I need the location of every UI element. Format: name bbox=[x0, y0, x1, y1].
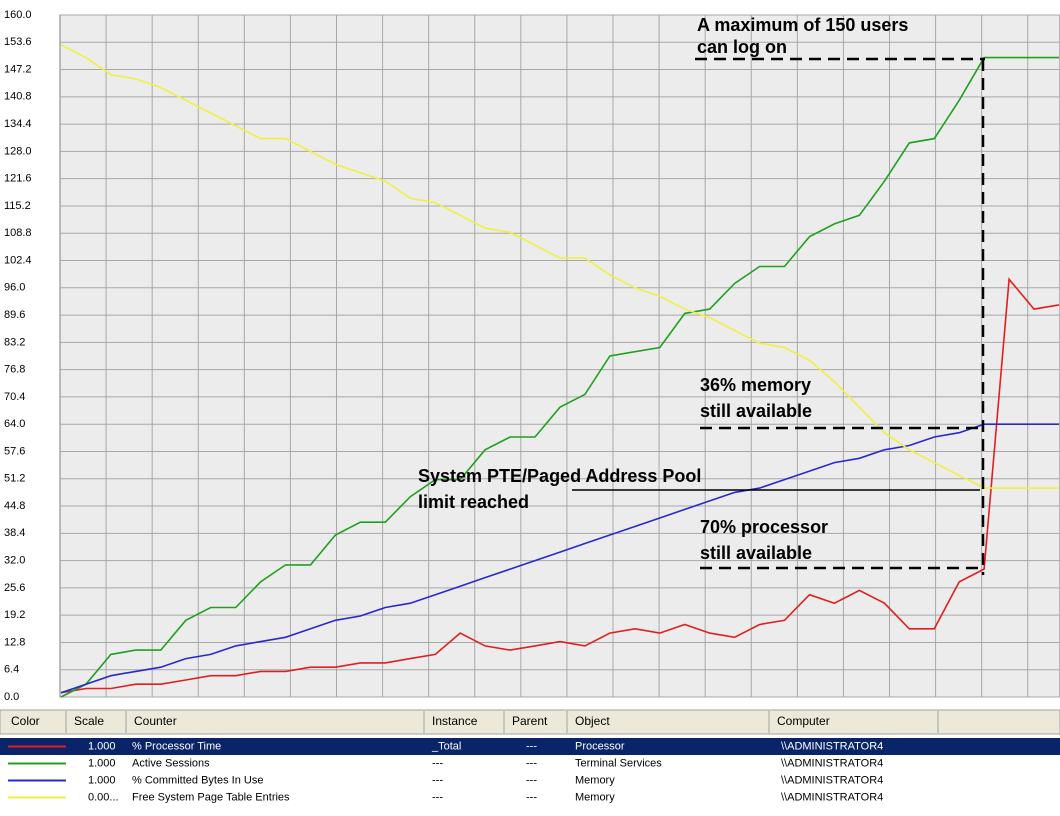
instance: --- bbox=[432, 774, 443, 786]
y-tick-label: 12.8 bbox=[4, 636, 25, 648]
y-tick-label: 51.2 bbox=[4, 473, 25, 485]
guides bbox=[572, 57, 985, 575]
y-tick-label: 108.8 bbox=[4, 227, 32, 239]
y-tick-label: 128.0 bbox=[4, 145, 32, 157]
column-header: Computer bbox=[777, 714, 830, 728]
scale: 1.000 bbox=[88, 740, 116, 752]
y-tick-label: 32.0 bbox=[4, 555, 25, 567]
series-line bbox=[60, 44, 1059, 489]
counter: Free System Page Table Entries bbox=[132, 791, 290, 803]
column-header: Parent bbox=[512, 714, 548, 728]
y-tick-label: 115.2 bbox=[4, 200, 31, 212]
y-tick-label: 19.2 bbox=[4, 609, 25, 621]
y-tick-label: 57.6 bbox=[4, 445, 25, 457]
counter-row[interactable]: 1.000 % Processor Time _Total --- Processor \… bbox=[0, 738, 1060, 755]
y-tick-label: 160.0 bbox=[4, 9, 32, 21]
y-tick-label: 25.6 bbox=[4, 582, 25, 594]
scale: 1.000 bbox=[88, 757, 116, 769]
object: Memory bbox=[575, 791, 615, 803]
object: Processor bbox=[575, 740, 625, 752]
y-tick-label: 89.6 bbox=[4, 309, 25, 321]
y-tick-label: 6.4 bbox=[4, 664, 19, 676]
counter-row[interactable]: 1.000 Active Sessions --- --- Terminal Servi… bbox=[8, 757, 883, 769]
plot-area bbox=[59, 14, 1060, 698]
annotation: still available bbox=[700, 543, 812, 563]
counter-row[interactable]: 1.000 % Committed Bytes In Use --- --- Memor… bbox=[8, 774, 883, 786]
table-header bbox=[0, 709, 1060, 735]
object: Memory bbox=[575, 774, 615, 786]
parent: --- bbox=[526, 740, 537, 752]
y-tick-label: 121.6 bbox=[4, 173, 32, 185]
grid bbox=[60, 14, 1060, 698]
counter-row[interactable]: 0.00... Free System Page Table Entries ---… bbox=[8, 791, 883, 803]
computer: \\ADMINISTRATOR4 bbox=[781, 740, 883, 752]
instance: _Total bbox=[431, 740, 461, 752]
y-tick-label: 70.4 bbox=[4, 391, 25, 403]
y-tick-label: 153.6 bbox=[4, 36, 32, 48]
series-line bbox=[60, 423, 1059, 694]
annotation: still available bbox=[700, 401, 812, 421]
y-tick-label: 147.2 bbox=[4, 63, 32, 75]
y-tick-label: 102.4 bbox=[4, 254, 32, 266]
y-tick-label: 96.0 bbox=[4, 282, 25, 294]
annotations: A maximum of 150 users can log on 36% me… bbox=[418, 15, 908, 563]
counter: % Processor Time bbox=[132, 740, 221, 752]
annotation: can log on bbox=[697, 37, 787, 57]
series-lines bbox=[60, 44, 1060, 698]
column-header: Counter bbox=[134, 714, 177, 728]
parent: --- bbox=[526, 774, 537, 786]
y-tick-label: 64.0 bbox=[4, 418, 25, 430]
annotation: limit reached bbox=[418, 492, 529, 512]
y-tick-label: 38.4 bbox=[4, 527, 25, 539]
scale: 0.00... bbox=[88, 791, 119, 803]
series-line bbox=[60, 56, 1059, 698]
annotation: 36% memory bbox=[700, 375, 811, 395]
counter-table: Color Scale Counter Instance Parent Object Com… bbox=[0, 708, 1060, 816]
instance: --- bbox=[432, 757, 443, 769]
computer: \\ADMINISTRATOR4 bbox=[781, 774, 883, 786]
y-tick-label: 0.0 bbox=[4, 691, 19, 703]
object: Terminal Services bbox=[575, 757, 662, 769]
column-header: Object bbox=[575, 714, 610, 728]
counter: % Committed Bytes In Use bbox=[132, 774, 263, 786]
computer: \\ADMINISTRATOR4 bbox=[781, 791, 883, 803]
y-tick-label: 76.8 bbox=[4, 364, 25, 376]
counter: Active Sessions bbox=[132, 757, 210, 769]
parent: --- bbox=[526, 757, 537, 769]
instance: --- bbox=[432, 791, 443, 803]
scale: 1.000 bbox=[88, 774, 116, 786]
y-tick-label: 44.8 bbox=[4, 500, 25, 512]
parent: --- bbox=[526, 791, 537, 803]
row-highlight bbox=[0, 738, 1060, 755]
column-header: Instance bbox=[432, 714, 478, 728]
y-tick-label: 134.4 bbox=[4, 118, 32, 130]
column-header: Scale bbox=[74, 714, 104, 728]
computer: \\ADMINISTRATOR4 bbox=[781, 757, 883, 769]
annotation: 70% processor bbox=[700, 517, 828, 537]
y-tick-label: 83.2 bbox=[4, 336, 25, 348]
annotation: System PTE/Paged Address Pool bbox=[418, 466, 701, 486]
column-header: Color bbox=[11, 714, 40, 728]
annotation: A maximum of 150 users bbox=[697, 15, 908, 35]
y-tick-label: 140.8 bbox=[4, 91, 32, 103]
series-line bbox=[60, 277, 1060, 694]
